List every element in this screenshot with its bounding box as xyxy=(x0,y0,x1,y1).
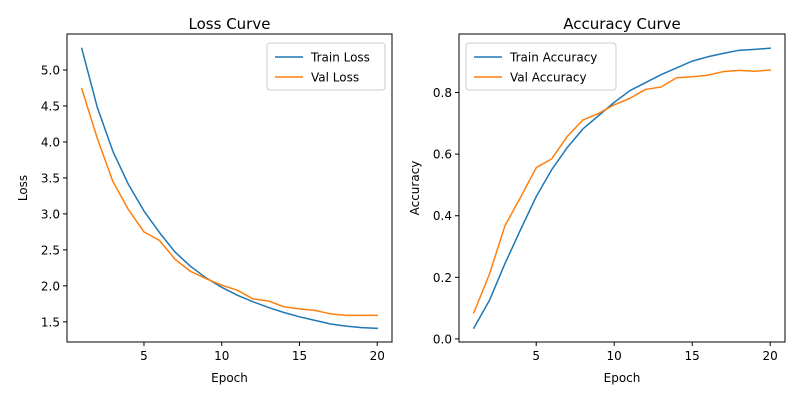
x-tick-label: 5 xyxy=(140,349,148,363)
accuracy-chart: Accuracy Curve 5 10 15 20 0.0 0.2 0.4 0.6 0.8 Ep… xyxy=(408,15,786,385)
x-tick-label: 20 xyxy=(763,349,778,363)
y-axis-label: Accuracy xyxy=(408,161,422,216)
x-axis-label: Epoch xyxy=(211,371,248,385)
y-axis-label: Loss xyxy=(16,175,30,201)
axes-frame xyxy=(66,33,393,343)
y-tick-label: 0.0 xyxy=(433,332,452,346)
y-tick-label: 0.8 xyxy=(433,86,452,100)
tick-layer: 5 10 15 20 0.0 0.2 0.4 0.6 0.8 xyxy=(433,86,778,363)
y-tick-label: 3.0 xyxy=(41,207,60,221)
series-line-train-loss xyxy=(80,47,379,330)
y-tick-label: 2.0 xyxy=(41,279,60,293)
y-tick-label: 0.6 xyxy=(433,148,452,162)
legend-label-train-loss: Train Loss xyxy=(310,51,370,65)
chart-title: Loss Curve xyxy=(189,15,271,33)
y-tick-label: 0.2 xyxy=(433,271,452,285)
axes-frame xyxy=(458,33,786,343)
y-tick-label: 0.4 xyxy=(433,209,452,223)
series-layer xyxy=(472,47,771,330)
series-line-val-accuracy xyxy=(472,69,771,314)
legend: Train Loss Val Loss xyxy=(266,42,386,91)
y-tick-label: 1.5 xyxy=(41,315,60,329)
y-tick-label: 3.5 xyxy=(41,171,60,185)
x-tick-label: 10 xyxy=(214,349,229,363)
y-tick-label: 4.0 xyxy=(41,135,60,149)
legend-label-train-accuracy: Train Accuracy xyxy=(509,51,597,65)
series-line-train-accuracy xyxy=(472,47,771,330)
x-axis-label: Epoch xyxy=(604,371,641,385)
series-layer xyxy=(80,47,379,330)
y-tick-label: 2.5 xyxy=(41,243,60,257)
chart-title: Accuracy Curve xyxy=(563,15,681,33)
x-tick-label: 15 xyxy=(685,349,700,363)
tick-layer: 5 10 15 20 1.5 2.0 2.5 3.0 3.5 4.0 4.5 5.0 xyxy=(41,63,385,363)
series-line-val-loss xyxy=(80,87,378,317)
legend: Train Accuracy Val Accuracy xyxy=(465,42,617,91)
legend-label-val-loss: Val Loss xyxy=(311,71,359,85)
legend-frame xyxy=(465,42,617,91)
x-tick-label: 15 xyxy=(292,349,307,363)
legend-frame xyxy=(266,42,386,91)
y-tick-label: 5.0 xyxy=(41,63,60,77)
x-tick-label: 10 xyxy=(607,349,622,363)
loss-chart: Loss Curve 5 10 15 201.52.02.53.03.54.04.55… xyxy=(16,15,393,385)
x-tick-label: 20 xyxy=(370,349,385,363)
x-tick-label: 5 xyxy=(532,349,540,363)
legend-label-val-accuracy: Val Accuracy xyxy=(510,71,587,85)
y-tick-label: 4.5 xyxy=(41,99,60,113)
